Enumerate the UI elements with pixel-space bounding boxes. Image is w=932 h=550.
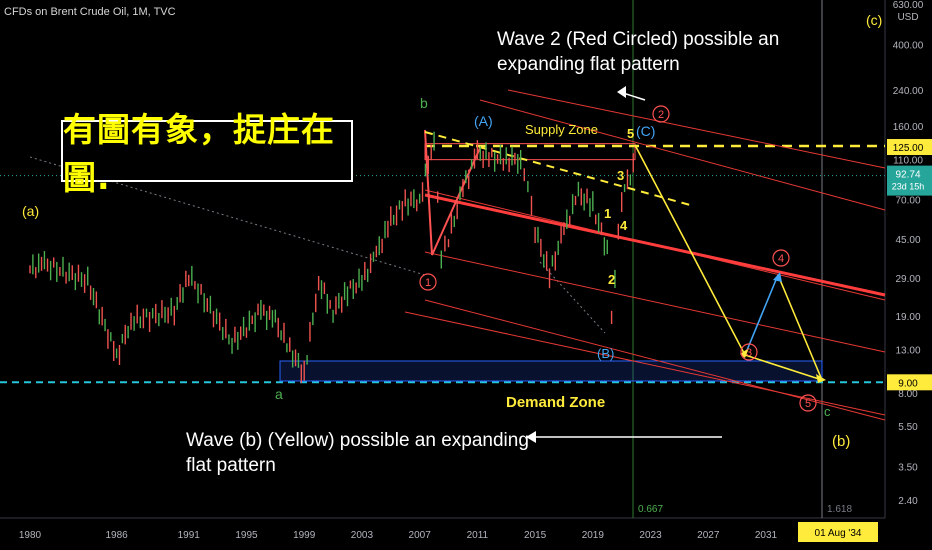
- wave-label-4: 4: [620, 218, 628, 233]
- price-currency-label: USD: [897, 12, 918, 23]
- wave-circle-label-5: 5: [805, 398, 811, 410]
- current-price-badge: [887, 165, 932, 196]
- label-wave-b-paren: (b): [832, 433, 850, 450]
- price-tick-label: 29.00: [895, 274, 920, 285]
- channel-line: [424, 299, 886, 421]
- wave-circle-label-4: 4: [778, 253, 784, 265]
- supply-zone-label: Supply Zone: [525, 122, 598, 137]
- yellow-projection-2: [777, 274, 823, 381]
- trendline-dotted: [29, 156, 426, 276]
- price-tick-label: 630.00: [893, 0, 924, 11]
- channel-line: [424, 251, 886, 353]
- level-125-label: 125.00: [893, 143, 924, 154]
- wave2-note-line1: Wave 2 (Red Circled) possible an: [497, 29, 779, 50]
- white-arrowhead-top: [617, 86, 626, 98]
- price-axis-panel: [885, 0, 932, 550]
- demand-zone-box: [279, 360, 823, 382]
- label-wave-C-blue: (C): [636, 123, 655, 139]
- current-price-label: 92.74: [895, 170, 920, 181]
- time-tick-label: 1999: [293, 530, 316, 541]
- chart-header-title: CFDs on Brent Crude Oil, 1M, TVC: [4, 6, 176, 18]
- wave-label-5: 5: [627, 126, 634, 141]
- demand-zone-label: Demand Zone: [506, 394, 605, 411]
- price-tick-label: 240.00: [893, 86, 924, 97]
- time-tick-label: 1986: [105, 530, 128, 541]
- time-tick-label: 2031: [755, 530, 778, 541]
- banner-text: 有圖有象，捉庄在圖.: [61, 110, 353, 197]
- time-tick-label: 1980: [19, 530, 42, 541]
- time-tick-label: 2015: [524, 530, 547, 541]
- arrowhead-down-2: [816, 374, 826, 383]
- time-tick-label: 2007: [409, 530, 432, 541]
- label-wave-B-blue: (B): [597, 346, 614, 361]
- median-line: [424, 193, 886, 297]
- time-tick-label: 1995: [235, 530, 258, 541]
- price-tick-label: 400.00: [893, 40, 924, 51]
- price-tick-label: 160.00: [893, 122, 924, 133]
- label-wave-A-blue: (A): [474, 113, 493, 129]
- time-tick-label: 2011: [467, 530, 489, 541]
- time-tick-label: 2003: [351, 530, 374, 541]
- level-9-label: 9.00: [898, 378, 918, 389]
- level-125-badge: [887, 139, 932, 156]
- wave-circle-label-1: 1: [425, 277, 431, 289]
- red-wave-zig: [424, 129, 481, 256]
- label-wave-c-paren: (c): [866, 12, 882, 28]
- label-wave-c-green: c: [824, 404, 831, 419]
- fib-label-1618: 1.618: [827, 504, 852, 515]
- wave-circle-label-3: 3: [746, 347, 752, 359]
- level-9-badge: [887, 374, 932, 391]
- arrowhead-up: [773, 272, 782, 282]
- wave-circle-4: [772, 249, 790, 267]
- wave-circle-2: [652, 105, 670, 123]
- label-wave-a-green: a: [275, 386, 283, 402]
- price-tick-label: 70.00: [895, 196, 920, 207]
- price-tick-label: 2.40: [898, 496, 918, 507]
- price-tick-label: 19.00: [895, 312, 920, 323]
- wave-circle-3: [740, 343, 758, 361]
- price-tick-label: 110.00: [893, 155, 923, 166]
- wave-label-1: 1: [604, 206, 611, 221]
- wave2-note-line2: expanding flat pattern: [497, 54, 680, 75]
- waveb-note-line2: flat pattern: [186, 455, 276, 476]
- wave-circle-label-2: 2: [658, 109, 664, 121]
- time-tick-label: 2027: [697, 530, 720, 541]
- supply-zone-box: [424, 143, 636, 161]
- waveb-note-line1: Wave (b) (Yellow) possible an expanding: [186, 430, 529, 451]
- countdown-label: 23d 15h: [892, 182, 925, 192]
- time-tick-label: 2019: [582, 530, 605, 541]
- wave-circle-5: [799, 394, 817, 412]
- price-tick-label: 3.50: [898, 462, 918, 473]
- channel-line: [479, 99, 886, 211]
- time-tick-label: 1991: [178, 530, 201, 541]
- price-tick-label: 5.50: [898, 422, 918, 433]
- time-cursor-badge: [798, 522, 878, 542]
- fib-label-0667: 0.667: [638, 504, 663, 515]
- price-tick-label: 13.00: [895, 346, 920, 357]
- blue-projection: [744, 274, 779, 356]
- white-arrowhead-bottom: [526, 431, 536, 443]
- label-wave-b-green: b: [420, 95, 428, 111]
- channel-line: [507, 89, 886, 169]
- wave-circle-1: [419, 273, 437, 291]
- price-tick-label: 8.00: [898, 389, 918, 400]
- channel-line: [404, 311, 886, 416]
- price-tick-label: 45.00: [895, 235, 920, 246]
- time-tick-label: 2023: [639, 530, 662, 541]
- label-wave-a-paren: (a): [22, 203, 39, 219]
- wave-label-2: 2: [608, 272, 615, 287]
- time-cursor-label: 01 Aug '34: [815, 528, 862, 539]
- yellow-trend-dashed: [424, 131, 691, 206]
- trendline-dotted-2: [539, 261, 606, 334]
